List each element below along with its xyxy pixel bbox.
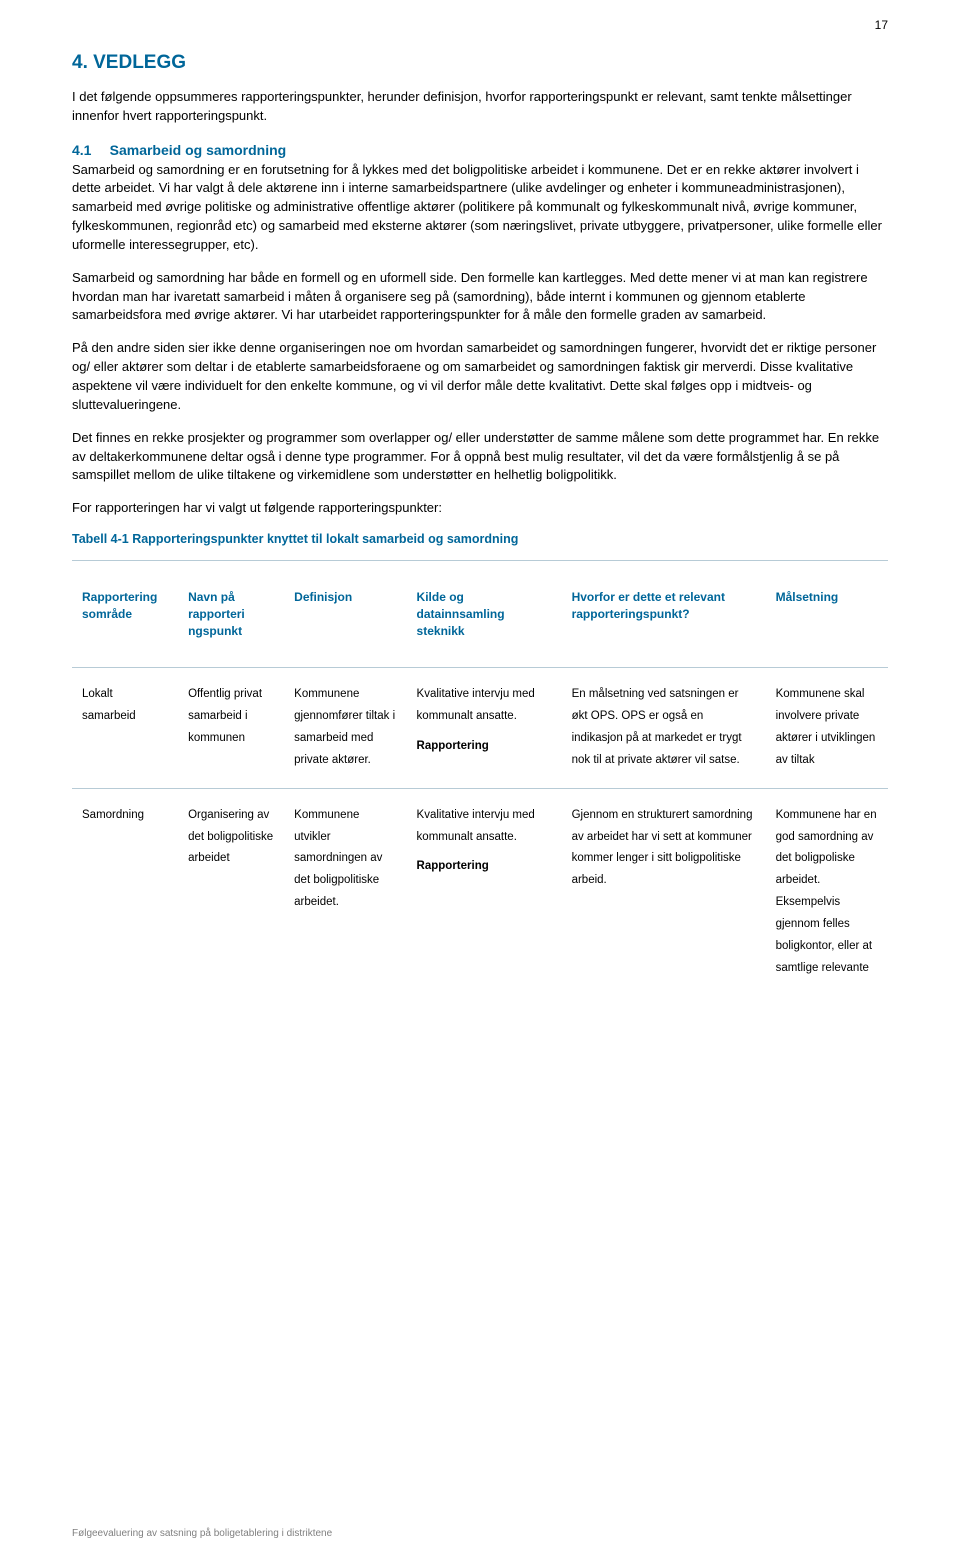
cell-kilde-bold: Rapportering [417,736,552,758]
cell-navn: Offentlig privat samarbeid i kommunen [178,668,284,788]
th-hvorfor: Hvorfor er dette et relevant rapporterin… [562,561,766,668]
cell-kilde-text: Kvalitative intervju med kommunalt ansat… [417,688,535,722]
th-omrade: Rapportering sområde [72,561,178,668]
th-definisjon: Definisjon [284,561,406,668]
intro-paragraph: I det følgende oppsummeres rapporterings… [72,88,888,126]
cell-hvorfor: Gjennom en strukturert samordning av arb… [562,788,766,995]
cell-omrade: Samordning [72,788,178,995]
th-malsetning: Målsetning [766,561,888,668]
cell-definisjon: Kommunene gjennomfører tiltak i samarbei… [284,668,406,788]
para5: For rapporteringen har vi valgt ut følge… [72,499,888,518]
cell-kilde-text: Kvalitative intervju med kommunalt ansat… [417,809,535,843]
cell-kilde-bold: Rapportering [417,856,552,878]
cell-omrade: Lokalt samarbeid [72,668,178,788]
table-row: Lokalt samarbeid Offentlig privat samarb… [72,668,888,788]
sub-number: 4.1 [72,140,106,160]
page: 17 4. VEDLEGG I det følgende oppsummeres… [0,0,960,1557]
cell-malsetning: Kommunene skal involvere private aktører… [766,668,888,788]
sub-title: Samarbeid og samordning [110,142,287,158]
reporting-table: Rapportering sområde Navn på rapporteri … [72,560,888,996]
para4: Det finnes en rekke prosjekter og progra… [72,429,888,486]
cell-kilde: Kvalitative intervju med kommunalt ansat… [407,788,562,995]
th-navn: Navn på rapporteri ngspunkt [178,561,284,668]
footer-text: Følgeevaluering av satsning på boligetab… [72,1528,332,1539]
page-number: 17 [875,18,888,32]
table-row: Samordning Organisering av det boligpoli… [72,788,888,995]
table-caption: Tabell 4-1 Rapporteringspunkter knyttet … [72,532,888,546]
table-header-row: Rapportering sområde Navn på rapporteri … [72,561,888,668]
th-kilde: Kilde og datainnsamling steknikk [407,561,562,668]
cell-definisjon: Kommunene utvikler samordningen av det b… [284,788,406,995]
para2: Samarbeid og samordning har både en form… [72,269,888,326]
cell-hvorfor: En målsetning ved satsningen er økt OPS.… [562,668,766,788]
subsection-4-1: 4.1 Samarbeid og samordning Samarbeid og… [72,140,888,255]
para1: Samarbeid og samordning er en forutsetni… [72,162,882,252]
cell-navn: Organisering av det boligpolitiske arbei… [178,788,284,995]
cell-malsetning: Kommunene har en god samordning av det b… [766,788,888,995]
section-heading-vedlegg: 4. VEDLEGG [72,52,888,74]
cell-kilde: Kvalitative intervju med kommunalt ansat… [407,668,562,788]
para3: På den andre siden sier ikke denne organ… [72,339,888,414]
